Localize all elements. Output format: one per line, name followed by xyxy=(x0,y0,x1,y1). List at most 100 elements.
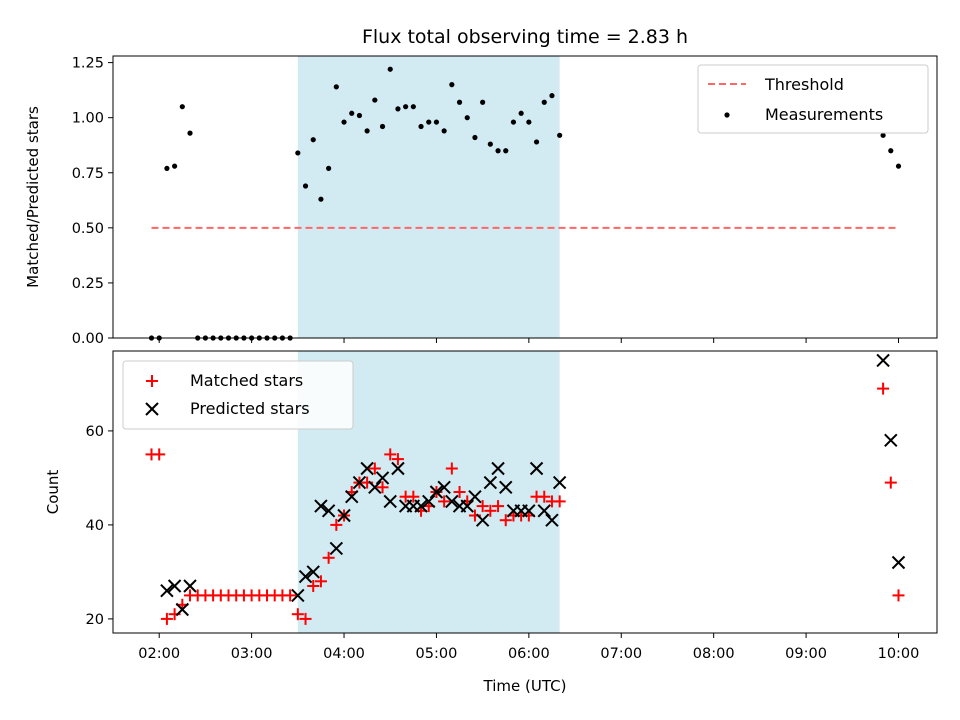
measurement-point xyxy=(318,196,324,202)
predicted-star-stroke xyxy=(537,504,551,518)
predicted-star-point xyxy=(475,513,490,527)
predicted-star-point xyxy=(468,489,482,504)
predicted-star-stroke xyxy=(884,433,898,448)
measurement-point xyxy=(518,110,524,116)
matched-star-point xyxy=(553,495,566,508)
matched-star-point xyxy=(892,589,905,602)
matched-star-point xyxy=(322,551,335,564)
predicted-star-point xyxy=(414,499,428,513)
top-y-tick-label: 0.00 xyxy=(72,331,104,347)
predicted-star-stroke xyxy=(552,475,567,490)
measurement-point xyxy=(164,165,170,171)
measurement-point xyxy=(526,119,532,125)
measurement-point xyxy=(557,132,563,138)
measurement-point xyxy=(464,115,470,121)
predicted-star-stroke xyxy=(352,475,367,490)
predicted-star-stroke xyxy=(429,485,444,499)
matched-star-point xyxy=(884,476,897,489)
measurement-point xyxy=(356,112,363,119)
matched-star-point xyxy=(153,448,166,461)
matched-star-point xyxy=(314,575,327,588)
top-shaded-region xyxy=(297,56,560,338)
predicted-star-stroke xyxy=(891,555,906,570)
predicted-star-point xyxy=(360,461,374,476)
measurement-point xyxy=(410,104,416,110)
bottom-y-axis-label: Count xyxy=(44,470,62,515)
predicted-star-point xyxy=(522,504,536,518)
predicted-star-point xyxy=(337,508,351,523)
measurement-point xyxy=(187,130,193,136)
predicted-star-point xyxy=(891,555,906,570)
predicted-star-stroke xyxy=(383,494,397,509)
top-x-ticks xyxy=(158,338,899,343)
top-y-axis-label: Matched/Predicted stars xyxy=(24,106,42,288)
predicted-star-stroke xyxy=(475,513,490,527)
predicted-star-point xyxy=(483,475,498,490)
x-tick-label: 08:00 xyxy=(693,646,735,662)
top-legend: Threshold Measurements xyxy=(697,64,929,134)
predicted-star-point xyxy=(429,485,444,499)
predicted-star-stroke xyxy=(483,475,498,490)
predicted-star-point xyxy=(314,499,328,513)
top-y-tick-label: 1.25 xyxy=(72,56,104,72)
measurement-point xyxy=(341,119,347,125)
top-measurement-points xyxy=(148,66,902,341)
top-axes-frame xyxy=(112,55,938,339)
measurement-point xyxy=(310,137,316,143)
predicted-star-stroke xyxy=(499,480,513,495)
predicted-star-point xyxy=(437,480,451,495)
top-y-tick-label: 0.50 xyxy=(72,221,104,237)
matched-star-point xyxy=(476,500,489,513)
measurement-point xyxy=(387,66,393,72)
measurement-point xyxy=(379,123,386,130)
predicted-star-stroke xyxy=(298,569,313,584)
predicted-star-point xyxy=(552,475,567,490)
predicted-star-point xyxy=(884,433,898,448)
x-tick-label: 02:00 xyxy=(138,646,180,662)
measurement-point xyxy=(433,119,440,125)
predicted-star-stroke xyxy=(545,513,559,527)
predicted-star-stroke xyxy=(314,499,328,513)
measurement-point xyxy=(503,148,509,154)
legend-predicted-label: Predicted stars xyxy=(190,399,310,418)
predicted-star-point xyxy=(298,569,313,584)
bottom-count-points xyxy=(145,353,906,625)
x-tick-label: 10:00 xyxy=(878,646,920,662)
matched-star-point xyxy=(453,486,466,498)
measurement-point xyxy=(295,150,301,156)
measurement-point xyxy=(533,139,540,145)
bottom-x-ticks: 02:00 03:00 04:00 05:00 06:00 07:00 08:00 09:00… xyxy=(138,633,919,662)
matched-star-point xyxy=(492,500,505,513)
predicted-star-stroke xyxy=(522,504,536,518)
predicted-star-point xyxy=(291,588,305,603)
measurement-point xyxy=(403,104,409,110)
bottom-panel: 20 40 60 02:00 03:00 04:00 05:00 06:00 07:00 08:… xyxy=(44,350,938,695)
predicted-star-stroke xyxy=(491,461,505,476)
predicted-star-point xyxy=(160,583,174,598)
predicted-star-point xyxy=(345,489,359,504)
bottom-y-tick-label: 40 xyxy=(86,518,104,534)
predicted-star-point xyxy=(876,353,890,368)
predicted-star-stroke xyxy=(460,499,474,513)
x-tick-label: 07:00 xyxy=(600,646,642,662)
x-tick-label: 04:00 xyxy=(323,646,365,662)
predicted-star-stroke xyxy=(167,579,182,593)
top-y-tick-label: 0.25 xyxy=(72,276,104,292)
bottom-axes-frame xyxy=(112,350,938,634)
matched-star-point xyxy=(877,382,890,395)
legend-measurements-marker xyxy=(724,112,730,118)
matched-star-point xyxy=(438,495,451,508)
legend-predicted-marker xyxy=(145,402,159,416)
measurement-point xyxy=(172,163,178,169)
predicted-star-point xyxy=(368,480,382,495)
bottom-y-ticks: 20 40 60 xyxy=(86,424,113,628)
measurement-point xyxy=(326,165,332,171)
predicted-star-stroke xyxy=(306,565,320,579)
predicted-star-point xyxy=(391,461,405,476)
measurement-point xyxy=(888,148,894,154)
matched-star-point xyxy=(330,518,343,531)
predicted-star-point xyxy=(499,480,513,495)
predicted-star-point xyxy=(321,504,336,518)
predicted-star-stroke xyxy=(345,489,359,504)
x-axis-label: Time (UTC) xyxy=(483,677,567,695)
